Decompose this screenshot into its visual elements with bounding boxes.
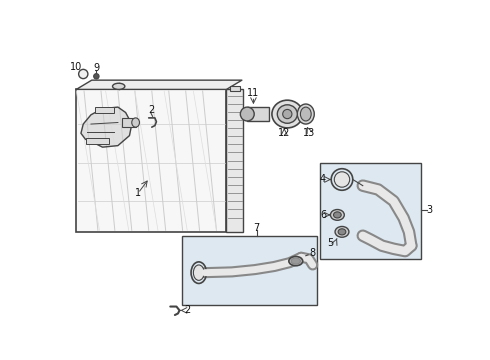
Text: 6: 6: [320, 210, 326, 220]
Ellipse shape: [94, 73, 99, 79]
Bar: [122, 118, 136, 127]
Text: 2: 2: [148, 105, 154, 115]
Ellipse shape: [335, 226, 349, 237]
Ellipse shape: [283, 109, 292, 119]
Ellipse shape: [289, 256, 303, 266]
Bar: [229, 86, 241, 91]
Text: 11: 11: [247, 88, 260, 98]
Ellipse shape: [272, 100, 303, 128]
Ellipse shape: [297, 104, 314, 124]
Bar: [182, 236, 317, 305]
Ellipse shape: [78, 69, 88, 78]
Bar: [95, 107, 114, 113]
Text: 5: 5: [327, 238, 334, 248]
Text: 7: 7: [253, 223, 260, 233]
Text: 9: 9: [93, 63, 99, 73]
Ellipse shape: [334, 172, 350, 187]
Text: 2: 2: [184, 305, 190, 315]
Text: 13: 13: [303, 128, 315, 138]
Ellipse shape: [132, 118, 140, 127]
Bar: [76, 89, 226, 232]
Ellipse shape: [334, 212, 341, 218]
Ellipse shape: [113, 83, 125, 89]
Ellipse shape: [194, 265, 204, 280]
Ellipse shape: [277, 105, 297, 123]
Ellipse shape: [338, 229, 346, 235]
Ellipse shape: [240, 107, 254, 121]
Text: 3: 3: [427, 205, 433, 215]
Ellipse shape: [330, 210, 344, 220]
Text: 4: 4: [319, 175, 326, 184]
Text: 8: 8: [310, 248, 316, 258]
Text: 10: 10: [70, 62, 82, 72]
Ellipse shape: [300, 107, 311, 121]
Bar: [320, 163, 420, 259]
Ellipse shape: [291, 258, 300, 264]
Bar: [247, 107, 269, 121]
Text: 1: 1: [135, 188, 141, 198]
Bar: [226, 89, 244, 232]
Text: 12: 12: [278, 128, 291, 138]
Bar: [86, 138, 109, 144]
Polygon shape: [81, 107, 132, 147]
Polygon shape: [76, 80, 242, 89]
